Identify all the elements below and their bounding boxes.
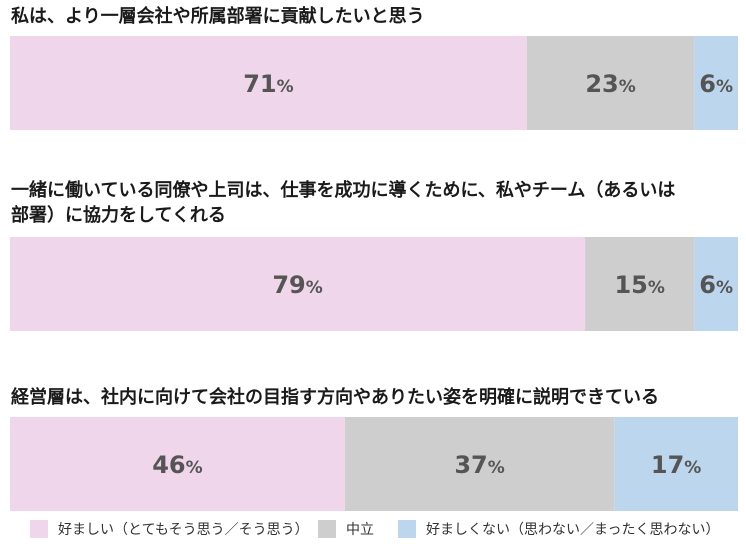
data-label-q3-1: 46% <box>152 451 202 479</box>
data-label-q3-3: 17% <box>651 451 701 479</box>
data-label-q2-2: 15% <box>614 271 664 299</box>
legend-label-3: 好ましくない（思わない／まったく思わない） <box>426 522 719 538</box>
legend-label-2: 中立 <box>346 522 374 538</box>
legend-label-1: 好ましい（とてもそう思う／そう思う） <box>58 522 309 538</box>
bar-segment-q1-2 <box>526 36 695 130</box>
bar-segment-q2-2 <box>585 237 695 331</box>
data-label-q1-2: 23% <box>585 70 635 98</box>
question-title-2-line-1: 一緒に働いている同僚や上司は、仕事を成功に導くために、私やチーム（あるいは <box>11 179 675 201</box>
question-block-3: 経営層は、社内に向けて会社の目指す方向やありたい姿を明確に説明できている 46% 3… <box>10 386 738 511</box>
question-title-2-line-2: 部署）に協力をしてくれる <box>11 204 226 226</box>
data-label-q2-1: 79% <box>272 271 322 299</box>
question-block-1: 私は、より一層会社や所属部署に貢献したいと思う 71% 23% 6% <box>10 5 738 130</box>
data-label-q1-1: 71% <box>243 70 293 98</box>
data-label-q1-3: 6% <box>699 70 733 98</box>
legend: 好ましい（とてもそう思う／そう思う） 中立 好ましくない（思わない／まったく思わない… <box>30 520 719 538</box>
bar-segment-q3-2 <box>344 417 615 511</box>
question-block-2: 一緒に働いている同僚や上司は、仕事を成功に導くために、私やチーム（あるいは部署）… <box>10 179 738 331</box>
bar-segment-q3-3 <box>614 417 738 511</box>
legend-swatch-3 <box>398 520 416 538</box>
legend-swatch-2 <box>318 520 336 538</box>
data-label-q3-2: 37% <box>454 451 504 479</box>
bar-segment-q1-1 <box>10 36 527 130</box>
question-title-1-line-1: 私は、より一層会社や所属部署に貢献したいと思う <box>11 5 425 27</box>
bar-segment-q3-1 <box>10 417 345 511</box>
data-label-q2-3: 6% <box>699 271 733 299</box>
question-title-3-line-1: 経営層は、社内に向けて会社の目指す方向やありたい姿を明確に説明できている <box>11 386 659 408</box>
bar-segment-q2-1 <box>10 237 586 331</box>
bar-segment-q2-3 <box>694 237 738 331</box>
bar-segment-q1-3 <box>694 36 738 130</box>
legend-swatch-1 <box>30 520 48 538</box>
